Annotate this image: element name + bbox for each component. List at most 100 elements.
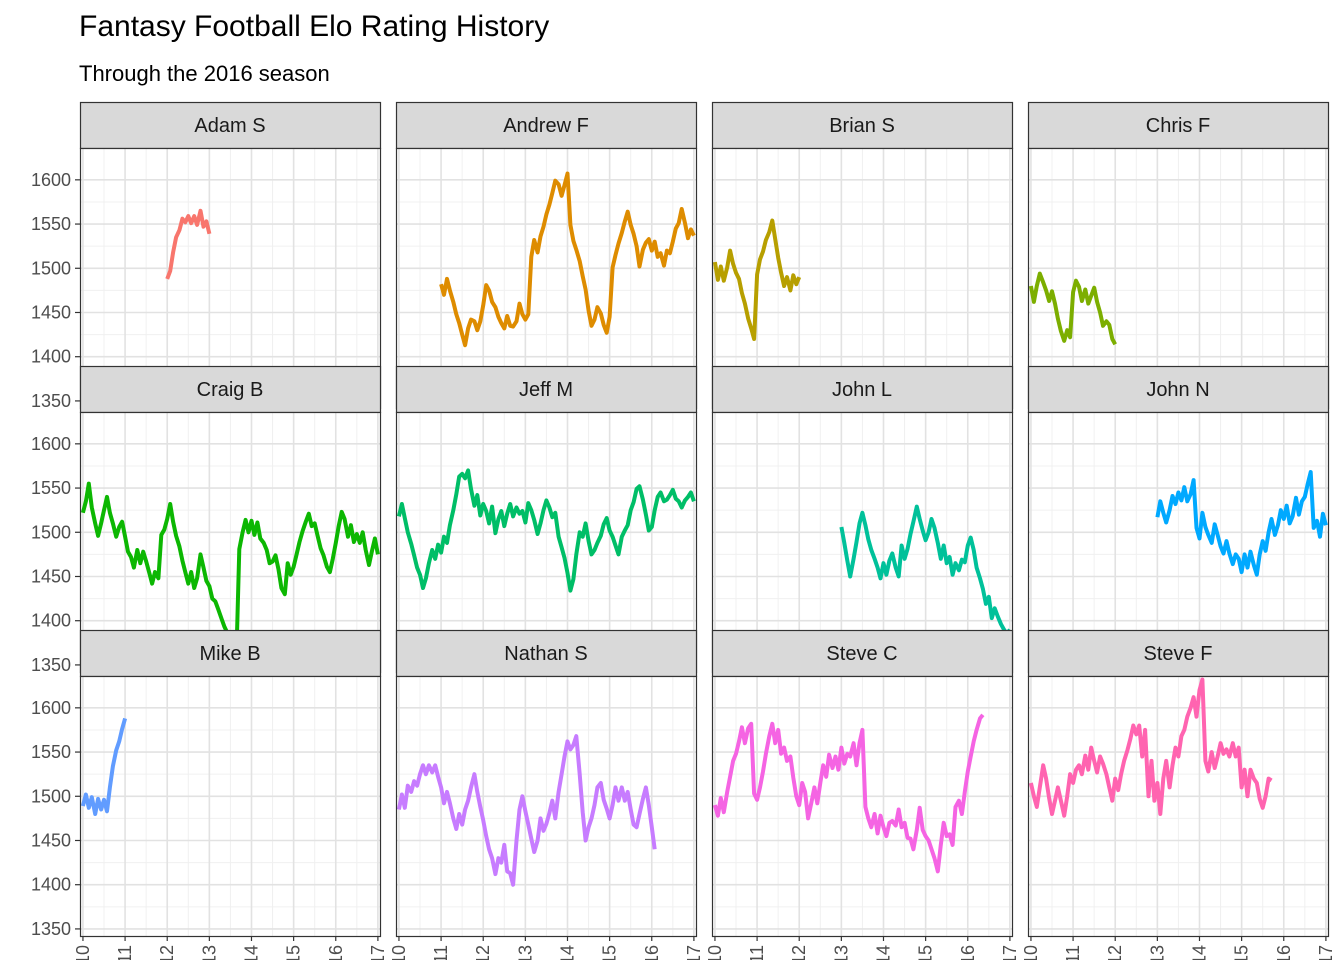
facet-panel-mike-b: Mike B 1350 1400 1450 1500 1550 1600 2010 2011 20… — [31, 629, 388, 960]
x-tick-label: 2011 — [747, 945, 767, 960]
facet-strip-label: Steve C — [826, 643, 897, 665]
y-tick-label: 1500 — [31, 522, 71, 542]
facet-panel-chris-f: Chris F — [1027, 101, 1330, 410]
facet-strip — [1027, 365, 1330, 414]
series-line-jeff-m — [396, 468, 696, 593]
x-tick-label: 2011 — [1063, 945, 1083, 960]
y-tick-label: 1350 — [31, 391, 71, 411]
facet-strip-label: Craig B — [197, 379, 264, 401]
series-line-john-n — [1155, 470, 1328, 577]
x-tick-label: 2015 — [600, 945, 620, 960]
x-tick-label: 2017 — [368, 945, 388, 960]
facet-panel-steve-f: Steve F 2010 2011 2012 2013 2014 2015 2016 2017 — [1021, 629, 1336, 960]
facet-strip-label: John L — [832, 379, 892, 401]
x-tick-label: 2010 — [389, 945, 409, 960]
x-tick-label: 2015 — [284, 945, 304, 960]
series-line-andrew-f — [439, 171, 696, 348]
facet-strip — [711, 629, 1014, 678]
panel-border — [395, 675, 698, 938]
facet-panel-john-l: John L — [711, 365, 1014, 674]
panel-border — [1027, 675, 1330, 938]
y-tick-label: 1350 — [31, 919, 71, 939]
series-line-mike-b — [80, 717, 128, 816]
x-tick-label: 2014 — [1189, 945, 1209, 960]
x-tick-label: 2010 — [705, 945, 725, 960]
y-tick-label: 1450 — [31, 566, 71, 586]
panel-border — [79, 675, 382, 938]
facet-strip-label: Brian S — [829, 115, 895, 137]
facet-panel-craig-b: Craig B 1350 1400 1450 1500 1550 1600 — [31, 365, 382, 675]
facet-strip-label: Jeff M — [519, 379, 573, 401]
y-tick-label: 1400 — [31, 611, 71, 631]
facet-panel-adam-s: Adam S 1350 1400 1450 1500 1550 1600 — [31, 101, 382, 411]
facet-strip — [1027, 629, 1330, 678]
y-tick-label: 1600 — [31, 170, 71, 190]
facet-panel-brian-s: Brian S — [711, 101, 1014, 410]
facet-strip-label: Steve F — [1144, 643, 1213, 665]
facet-strip — [395, 365, 698, 414]
y-tick-label: 1400 — [31, 875, 71, 895]
x-tick-label: 2013 — [1147, 945, 1167, 960]
y-tick-label: 1550 — [31, 214, 71, 234]
x-tick-label: 2017 — [1316, 945, 1336, 960]
facet-strip-label: Adam S — [194, 115, 265, 137]
series-line-nathan-s — [396, 734, 657, 887]
x-tick-label: 2010 — [1021, 945, 1041, 960]
x-tick-label: 2011 — [431, 945, 451, 960]
y-tick-label: 1600 — [31, 698, 71, 718]
y-tick-label: 1600 — [31, 434, 71, 454]
y-tick-label: 1450 — [31, 302, 71, 322]
facet-panel-john-n: John N — [1027, 365, 1330, 674]
series-line-john-l — [839, 504, 1012, 636]
x-tick-label: 2014 — [873, 945, 893, 960]
x-tick-label: 2017 — [1000, 945, 1020, 960]
x-tick-label: 2012 — [789, 945, 809, 960]
x-tick-label: 2012 — [473, 945, 493, 960]
x-tick-label: 2015 — [1232, 945, 1252, 960]
chart-title: Fantasy Football Elo Rating History — [79, 10, 550, 43]
series-line-brian-s — [712, 218, 802, 341]
y-tick-label: 1500 — [31, 786, 71, 806]
x-tick-label: 2016 — [1274, 945, 1294, 960]
series-line-adam-s — [165, 208, 212, 280]
series-line-steve-f — [1028, 677, 1273, 818]
y-tick-label: 1350 — [31, 655, 71, 675]
y-tick-label: 1400 — [31, 347, 71, 367]
chart-subtitle: Through the 2016 season — [79, 61, 330, 86]
facet-strip — [395, 101, 698, 150]
y-tick-label: 1550 — [31, 742, 71, 762]
facet-strip-label: Andrew F — [503, 115, 589, 137]
facet-strip-label: John N — [1146, 379, 1209, 401]
x-tick-label: 2010 — [73, 945, 93, 960]
facet-panel-nathan-s: Nathan S 2010 2011 2012 2013 2014 2015 2016 2017 — [389, 629, 704, 960]
facet-panel-steve-c: Steve C 2010 2011 2012 2013 2014 2015 2016 2017 — [705, 629, 1020, 960]
x-tick-label: 2013 — [515, 945, 535, 960]
facet-panel-andrew-f: Andrew F — [395, 101, 698, 410]
x-tick-label: 2016 — [326, 945, 346, 960]
facet-strip — [711, 365, 1014, 414]
panel-border — [711, 675, 1014, 938]
x-tick-label: 2015 — [916, 945, 936, 960]
x-tick-label: 2012 — [157, 945, 177, 960]
x-tick-label: 2016 — [958, 945, 978, 960]
y-tick-label: 1550 — [31, 478, 71, 498]
x-tick-label: 2016 — [642, 945, 662, 960]
facet-strip — [395, 629, 698, 678]
x-tick-label: 2013 — [831, 945, 851, 960]
y-tick-label: 1450 — [31, 830, 71, 850]
x-tick-label: 2017 — [684, 945, 704, 960]
facet-strip-label: Nathan S — [504, 643, 587, 665]
series-line-chris-f — [1028, 271, 1117, 346]
facet-strip — [79, 365, 382, 414]
facet-strip-label: Chris F — [1146, 115, 1210, 137]
x-tick-label: 2014 — [557, 945, 577, 960]
facet-panel-jeff-m: Jeff M — [395, 365, 698, 674]
x-tick-label: 2012 — [1105, 945, 1125, 960]
series-line-steve-c — [712, 713, 985, 874]
x-tick-label: 2013 — [199, 945, 219, 960]
facet-strip-label: Mike B — [199, 643, 260, 665]
x-tick-label: 2011 — [115, 945, 135, 960]
y-tick-label: 1500 — [31, 258, 71, 278]
x-tick-label: 2014 — [241, 945, 261, 960]
